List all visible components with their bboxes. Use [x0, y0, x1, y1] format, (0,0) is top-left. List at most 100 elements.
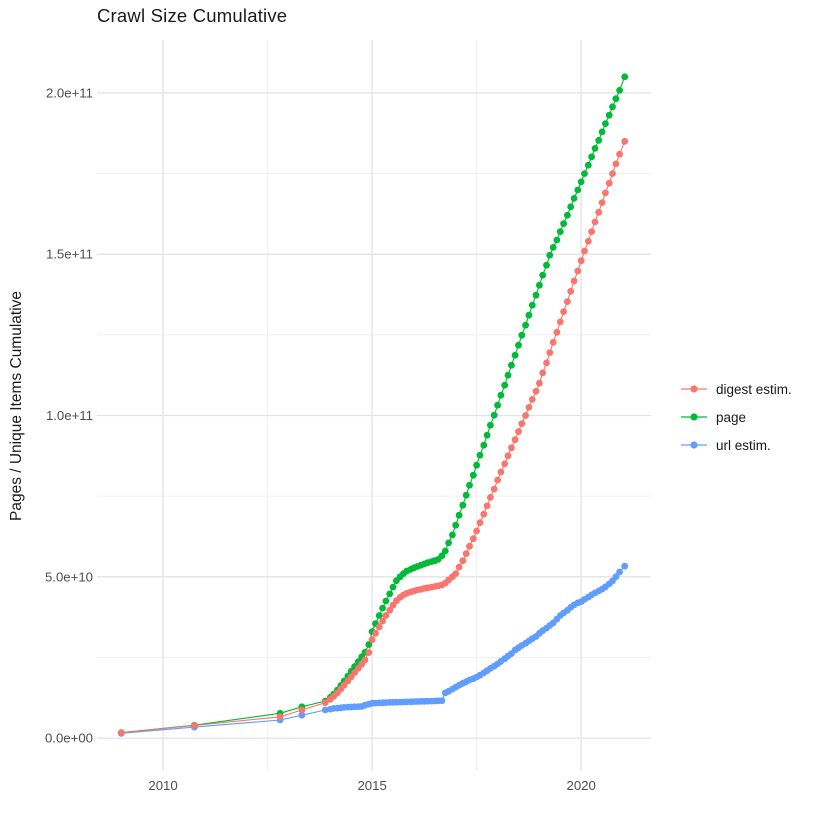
data-point	[616, 86, 623, 94]
data-point	[449, 531, 456, 539]
data-point	[549, 244, 557, 251]
data-point	[382, 612, 390, 619]
y-tick-label: 1.0e+11	[46, 408, 93, 423]
data-point	[375, 612, 383, 619]
data-point	[276, 713, 284, 721]
data-point	[382, 597, 390, 605]
data-point	[379, 617, 386, 625]
data-point	[595, 208, 603, 216]
data-point	[567, 287, 575, 295]
data-point	[574, 267, 582, 275]
data-point	[602, 120, 609, 127]
data-point	[504, 371, 512, 379]
data-point	[532, 291, 540, 299]
data-point	[574, 186, 582, 194]
data-point	[445, 539, 452, 547]
data-point	[483, 502, 491, 510]
data-point	[595, 136, 603, 144]
data-point	[483, 431, 491, 439]
data-point	[361, 656, 369, 664]
data-point	[455, 511, 463, 519]
data-point	[560, 308, 567, 315]
data-point	[605, 179, 613, 187]
y-tick-label: 2.0e+11	[46, 85, 93, 100]
data-point	[476, 451, 484, 459]
data-point	[469, 535, 477, 543]
data-point	[621, 137, 629, 145]
data-point	[365, 641, 373, 648]
data-point	[549, 338, 557, 346]
legend-item-page: page	[681, 408, 792, 426]
data-point	[602, 189, 609, 197]
data-point	[389, 583, 397, 591]
data-point	[577, 257, 585, 265]
data-point	[441, 547, 449, 555]
data-point	[612, 573, 620, 581]
data-point	[452, 570, 460, 577]
data-point	[511, 351, 519, 359]
data-point	[462, 550, 470, 557]
series-line-digest-estim-	[121, 141, 626, 734]
data-point	[191, 722, 198, 729]
data-point	[609, 170, 616, 178]
data-point	[546, 349, 554, 356]
data-point	[462, 491, 470, 499]
data-point	[379, 604, 386, 612]
data-point	[539, 271, 547, 279]
data-point	[556, 228, 564, 236]
x-tick-label: 2015	[357, 778, 386, 793]
data-point	[591, 145, 599, 152]
data-point	[497, 391, 505, 399]
x-tick-label: 2020	[567, 778, 596, 793]
legend-label: page	[716, 409, 747, 425]
data-point	[365, 649, 373, 656]
data-point	[494, 476, 501, 484]
data-point	[386, 590, 394, 598]
legend-key-digest-icon	[681, 385, 707, 393]
data-point	[438, 697, 446, 705]
data-point	[368, 636, 376, 644]
data-point	[455, 563, 463, 571]
data-point	[570, 277, 578, 285]
y-tick-label: 0.0e+00	[45, 731, 93, 746]
data-point	[591, 218, 599, 226]
data-point	[515, 341, 522, 349]
data-point	[564, 298, 571, 305]
series-line-url-estim-	[121, 565, 626, 734]
data-point	[525, 311, 533, 319]
data-point	[469, 471, 477, 479]
data-point	[616, 568, 623, 576]
data-point	[438, 552, 446, 560]
legend: digest estim. page url estim.	[681, 380, 792, 454]
data-point	[560, 220, 567, 228]
data-point	[501, 381, 509, 389]
data-point	[372, 629, 379, 637]
data-point	[577, 178, 585, 186]
legend-item-digest-estim: digest estim.	[681, 380, 792, 398]
y-tick-label: 1.5e+11	[46, 247, 93, 262]
data-point	[584, 237, 592, 245]
data-point	[588, 153, 595, 161]
chart-title: Crawl Size Cumulative	[97, 5, 288, 26]
data-point	[298, 711, 306, 719]
data-point	[616, 150, 623, 158]
data-point	[532, 387, 540, 395]
data-point	[515, 428, 522, 435]
legend-label: digest estim.	[716, 381, 792, 397]
data-point	[466, 542, 473, 550]
data-point	[487, 421, 494, 429]
data-point	[117, 729, 125, 736]
data-point	[612, 95, 620, 103]
data-point	[473, 527, 480, 535]
data-point	[487, 494, 494, 501]
data-point	[598, 199, 606, 207]
data-point	[528, 301, 536, 309]
data-point	[546, 251, 554, 259]
data-point	[528, 396, 536, 403]
data-point	[522, 412, 529, 419]
data-point	[588, 228, 595, 236]
data-point	[386, 606, 394, 614]
data-point	[473, 461, 480, 469]
legend-label: url estim.	[716, 437, 771, 453]
legend-item-url-estim: url estim.	[681, 436, 792, 454]
